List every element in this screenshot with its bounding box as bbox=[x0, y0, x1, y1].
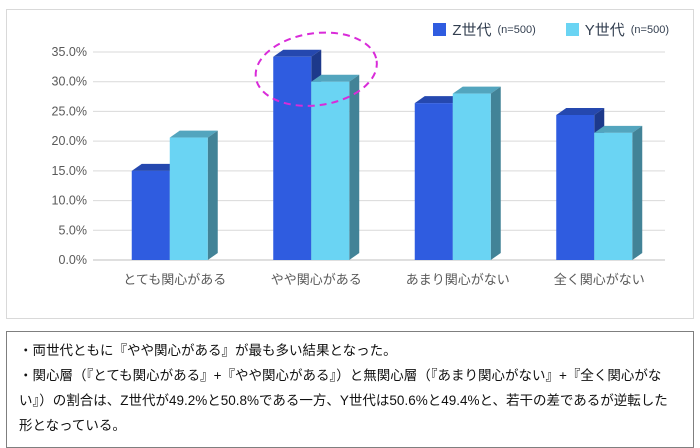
chart-legend: Z世代 (n=500) Y世代 (n=500) bbox=[433, 19, 669, 40]
notes-panel: ・両世代ともに『やや関心がある』が最も多い結果となった。 ・関心層（『とても関心… bbox=[6, 331, 694, 448]
bar-y-1-top bbox=[311, 74, 360, 82]
bar-y-3-top bbox=[594, 125, 643, 133]
y-axis-label: 25.0% bbox=[52, 104, 87, 118]
y-axis-label: 35.0% bbox=[52, 45, 87, 59]
y-axis-label: 10.0% bbox=[52, 194, 87, 208]
bar-z-2-top bbox=[414, 96, 463, 104]
bar-z-1-top bbox=[273, 49, 322, 57]
legend-swatch-z bbox=[433, 23, 447, 36]
legend-label-z: Z世代 bbox=[452, 22, 492, 39]
bar-z-0 bbox=[131, 170, 170, 260]
x-category-label: あまり関心がない bbox=[406, 272, 510, 287]
y-axis-label: 5.0% bbox=[59, 223, 88, 237]
chart-panel: Z世代 (n=500) Y世代 (n=500) 0.0% 5.0% 10.0% 15.… bbox=[6, 9, 694, 319]
bar-chart: 0.0% 5.0% 10.0% 15.0% 20.0% 25.0% 30.0% 35.0% とて… bbox=[52, 31, 665, 287]
bar-z-3 bbox=[556, 114, 595, 260]
annotation-ellipse bbox=[254, 31, 378, 107]
bar-y-1 bbox=[311, 81, 350, 260]
bar-y-0 bbox=[169, 137, 208, 260]
y-axis-label: 15.0% bbox=[52, 164, 87, 178]
legend-item-y: Y世代 (n=500) bbox=[565, 19, 669, 40]
legend-n-z: (n=500) bbox=[497, 23, 536, 36]
bar-y-2 bbox=[452, 93, 491, 260]
bar-y-1-side bbox=[349, 74, 360, 260]
bar-y-0-top bbox=[169, 130, 218, 138]
note-line: ・関心層（『とても関心がある』+『やや関心がある』）と無関心層（『あまり関心がな… bbox=[19, 367, 668, 433]
bar-z-0-top bbox=[131, 163, 180, 171]
bar-z-2 bbox=[414, 103, 453, 260]
bar-y-3 bbox=[594, 132, 633, 260]
bar-z-3-top bbox=[556, 107, 605, 115]
bar-y-2-side bbox=[490, 86, 501, 260]
y-axis-label: 0.0% bbox=[59, 253, 88, 267]
x-category-label: やや関心がある bbox=[271, 272, 362, 287]
x-category-label: とても関心がある bbox=[123, 272, 226, 287]
note-line: ・両世代ともに『やや関心がある』が最も多い結果となった。 bbox=[19, 343, 397, 358]
y-axis-label: 20.0% bbox=[52, 134, 87, 148]
bar-y-0-side bbox=[207, 130, 218, 260]
legend-swatch-y bbox=[565, 23, 579, 36]
x-category-label: 全く関心がない bbox=[554, 272, 645, 287]
legend-n-y: (n=500) bbox=[630, 23, 669, 36]
legend-item-z: Z世代 (n=500) bbox=[433, 19, 536, 40]
bar-y-3-side bbox=[632, 125, 643, 260]
bar-y-2-top bbox=[452, 86, 501, 94]
y-axis-label: 30.0% bbox=[52, 75, 87, 89]
legend-label-y: Y世代 bbox=[584, 22, 625, 39]
bar-z-1 bbox=[273, 56, 312, 260]
